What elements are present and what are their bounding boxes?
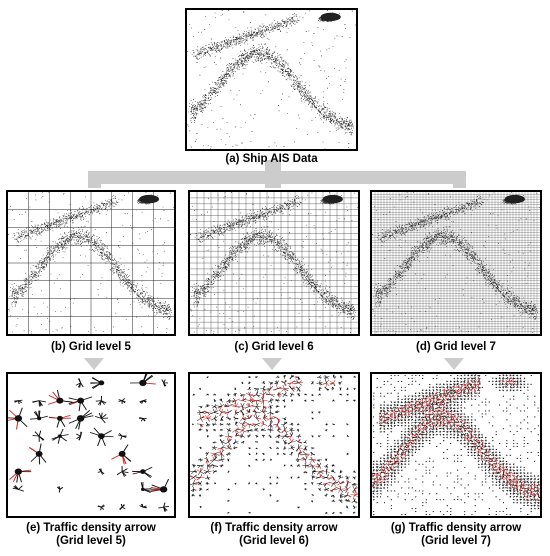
caption-b: (b) Grid level 5 (6, 341, 176, 354)
grid-6-map (190, 192, 358, 334)
grid-lines (190, 192, 358, 334)
caption-e-line2: (Grid level 5) (6, 535, 176, 548)
grid-level-7-panel (370, 190, 542, 336)
caption-g: (g) Traffic density arrow (Grid level 7) (370, 522, 542, 548)
caption-f-line2: (Grid level 6) (188, 535, 360, 548)
caption-g-line2: (Grid level 7) (370, 535, 542, 548)
caption-a: (a) Ship AIS Data (185, 153, 358, 166)
grid-5-map (8, 192, 174, 334)
arrow-grid-5-panel (6, 372, 176, 518)
grid-lines (372, 192, 540, 334)
grid-7-map (372, 192, 540, 334)
grid-level-5-panel (6, 190, 176, 336)
caption-f: (f) Traffic density arrow (Grid level 6) (188, 522, 360, 548)
caption-e: (e) Traffic density arrow (Grid level 5) (6, 522, 176, 548)
ais-data-panel (185, 8, 358, 151)
arrow-map-5 (8, 374, 170, 512)
arrow-grid-6-panel (188, 372, 360, 518)
ais-points (8, 192, 174, 334)
caption-g-line1: (g) Traffic density arrow (370, 522, 542, 535)
traffic-arrows (190, 374, 358, 515)
arrow-grid-7-panel (370, 372, 542, 518)
grid-lines (8, 192, 174, 334)
caption-f-line1: (f) Traffic density arrow (188, 522, 360, 535)
arrow-map-6 (190, 374, 358, 515)
caption-d: (d) Grid level 7 (370, 341, 542, 354)
traffic-arrows (8, 374, 170, 512)
traffic-arrows (372, 374, 540, 516)
ais-points (187, 10, 356, 149)
arrow-map-7 (372, 374, 540, 516)
ais-points (190, 192, 358, 334)
ais-scatter (187, 10, 356, 149)
grid-level-6-panel (188, 190, 360, 336)
caption-e-line1: (e) Traffic density arrow (6, 522, 176, 535)
caption-c: (c) Grid level 6 (188, 341, 360, 354)
